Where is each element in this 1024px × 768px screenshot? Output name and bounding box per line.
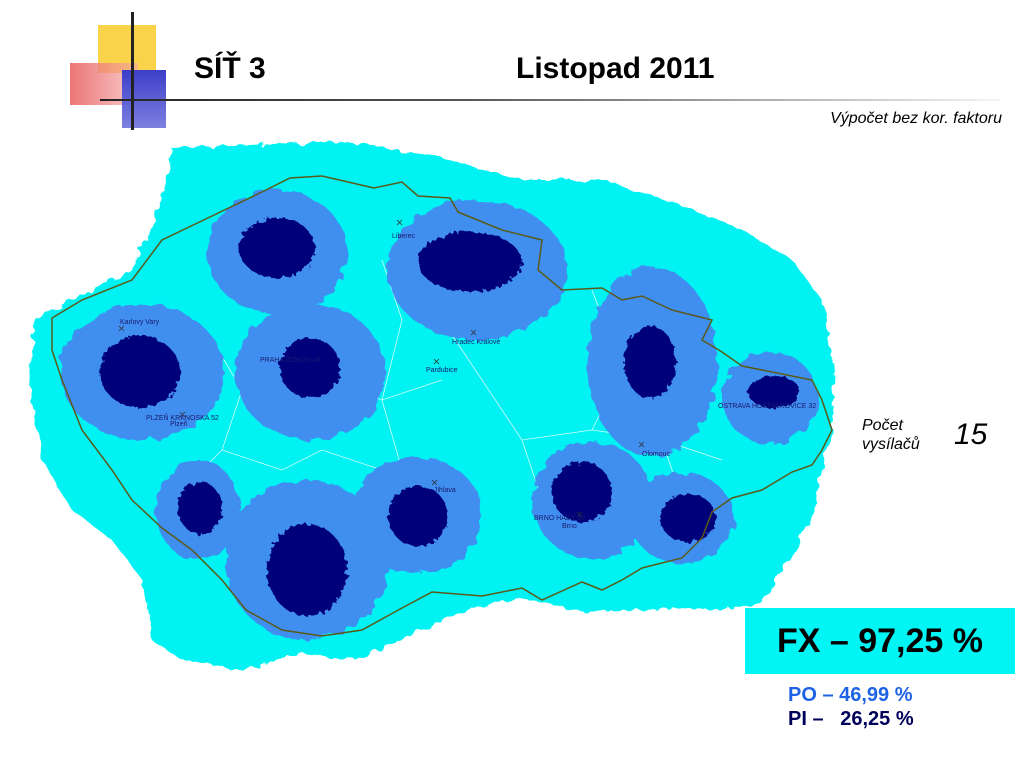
- city-label-olomouc: Olomouc: [642, 451, 671, 458]
- header-divider: [100, 99, 1000, 101]
- calculation-note: Výpočet bez kor. faktoru: [830, 110, 1002, 127]
- city-label-karlovy-vary: Karlovy Vary: [120, 319, 160, 326]
- network-title: SÍŤ 3: [194, 52, 266, 85]
- transmitter-label-brno: BRNO HÁDY 52: [534, 513, 585, 522]
- transmitter-count-label: Počet vysílačů: [862, 416, 920, 454]
- coverage-map-svg: Karlovy Vary Liberec Hradec Králové Pard…: [30, 142, 834, 670]
- city-label-jihlava: Jihlava: [434, 487, 456, 494]
- transmitter-count-label-line2: vysílačů: [862, 436, 920, 453]
- city-markers: [118, 219, 645, 518]
- city-label-plzen: Plzeň: [170, 421, 188, 428]
- transmitter-count-label-line1: Počet: [862, 417, 903, 434]
- country-border: [51, 175, 833, 637]
- coverage-map: Karlovy Vary Liberec Hradec Králové Pard…: [22, 140, 840, 676]
- transmitter-label-plzen: PLZEŇ KRKNOSKA 52: [146, 413, 219, 422]
- city-label-hradec-kralove: Hradec Králové: [452, 339, 500, 346]
- pi-coverage-areas: [100, 218, 800, 616]
- transmitter-label-ostrava: OSTRAVA HOŠŤÁLKOVICE 32: [718, 401, 816, 410]
- city-label-brno: Brno: [562, 523, 577, 530]
- transmitter-count-value: 15: [954, 418, 988, 451]
- city-label-liberec: Liberec: [392, 233, 415, 240]
- city-label-pardubice: Pardubice: [426, 367, 458, 374]
- transmitter-label-praha: PRAHA ŽIŽKOV 46: [260, 355, 321, 364]
- fx-coverage-value: FX – 97,25 %: [776, 621, 983, 660]
- po-coverage-value: PO – 46,99 %: [788, 684, 913, 706]
- logo-vertical-line: [131, 12, 134, 130]
- pi-coverage-value: PI – 26,25 %: [788, 708, 914, 730]
- fx-coverage-box: FX – 97,25 %: [745, 608, 1015, 674]
- period-title: Listopad 2011: [516, 52, 715, 85]
